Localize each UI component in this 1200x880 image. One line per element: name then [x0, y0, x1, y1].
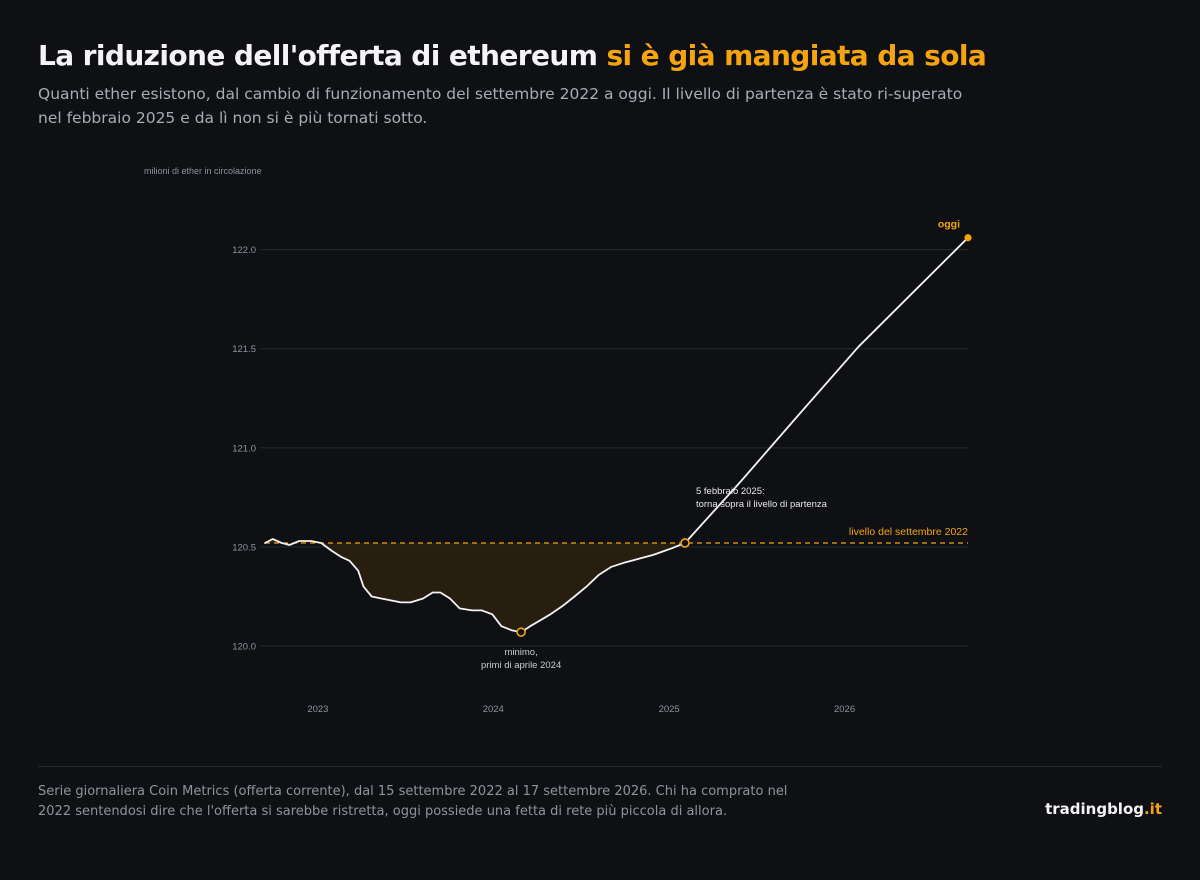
title-accent: si è già mangiata da sola: [606, 39, 987, 72]
x-tick-label: 2024: [483, 704, 504, 715]
chart-header: La riduzione dell'offerta di ethereum si…: [38, 36, 1158, 130]
below-baseline-area: [265, 539, 685, 633]
y-tick-label: 122.0: [232, 245, 256, 256]
annotations: minimo, primi di aprile 2024 5 febbraio 20…: [481, 219, 972, 671]
y-tick-label: 120.0: [232, 642, 256, 653]
y-tick-labels: 120.0 120.5 121.0 121.5 122.0: [232, 245, 256, 652]
page-title: La riduzione dell'offerta di ethereum si…: [38, 36, 1158, 76]
x-tick-label: 2023: [307, 704, 328, 715]
supply-line-chart: milioni di ether in circolazione 120.012…: [144, 166, 972, 715]
annotation-marker-today: [964, 234, 972, 242]
annotation-crossing-line1: 5 febbraio 2025:: [696, 486, 765, 497]
y-axis-label: milioni di ether in circolazione: [144, 166, 262, 176]
annotation-crossing-line2: torna sopra il livello di partenza: [696, 499, 828, 510]
annotation-marker-crossing: [680, 538, 690, 548]
title-main: La riduzione dell'offerta di ethereum: [38, 39, 598, 72]
x-tick-label: 2026: [834, 704, 855, 715]
y-tick-label: 120.5: [232, 542, 256, 553]
annotation-minimum-line2: primi di aprile 2024: [481, 660, 561, 671]
x-tick-label: 2025: [659, 704, 680, 715]
footer-note: Serie giornaliera Coin Metrics (offerta …: [38, 784, 788, 819]
brand-logo: tradingblog.it: [1045, 800, 1162, 818]
x-tick-labels: 2023 2024 2025 2026: [307, 704, 855, 715]
brand-accent: .it: [1143, 800, 1162, 818]
reference-line-label: livello del settembre 2022: [849, 526, 968, 538]
brand-main: tradingblog: [1045, 800, 1144, 818]
annotation-minimum-line1: minimo,: [504, 647, 537, 658]
y-tick-label: 121.0: [232, 443, 256, 454]
annotation-today-label: oggi: [938, 219, 960, 231]
footer-divider: [38, 766, 1162, 767]
y-tick-label: 121.5: [232, 344, 256, 355]
page-subtitle: Quanti ether esistono, dal cambio di fun…: [38, 85, 963, 127]
series-line-supply: [264, 236, 969, 634]
annotation-marker-minimum: [516, 627, 526, 637]
